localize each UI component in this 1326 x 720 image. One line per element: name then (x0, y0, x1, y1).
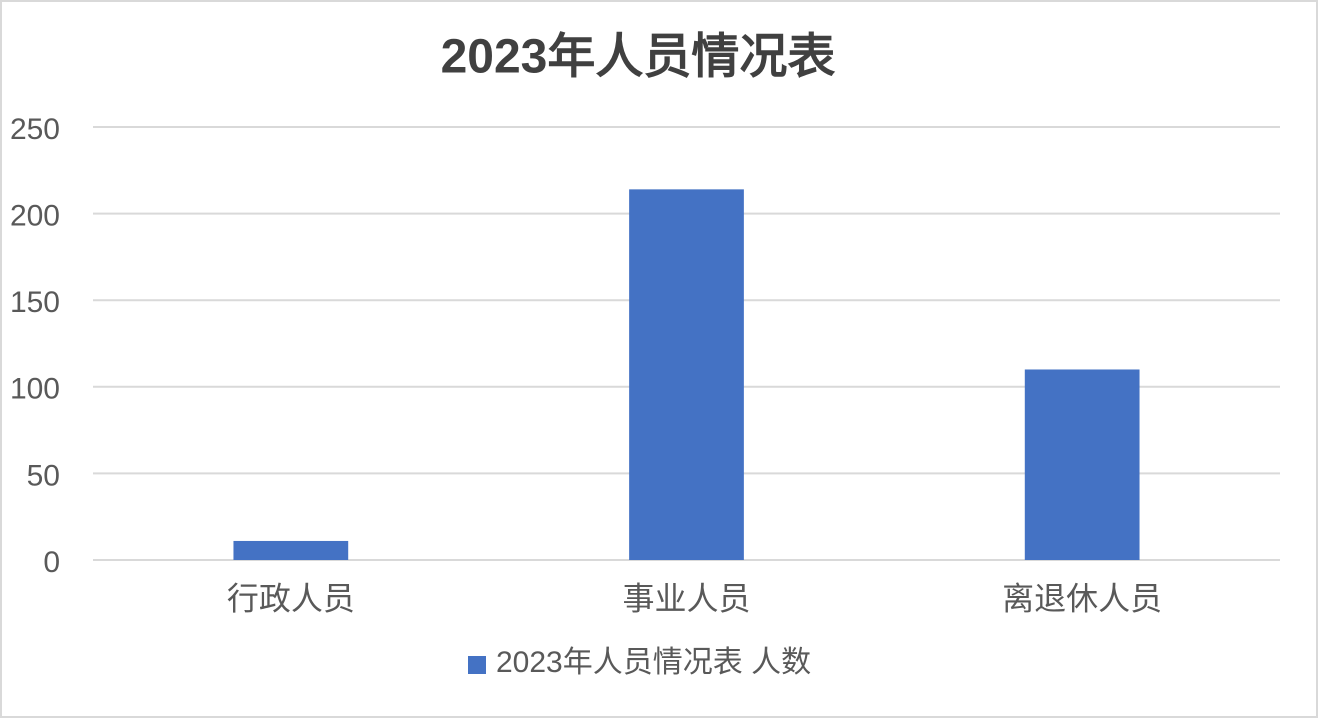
y-tick-label: 0 (43, 546, 60, 579)
bar (1024, 369, 1140, 560)
bar (233, 540, 349, 560)
y-tick-label: 200 (10, 200, 60, 233)
y-tick-label: 150 (10, 286, 60, 319)
x-tick-label: 离退休人员 (1002, 580, 1162, 616)
y-tick-label: 250 (10, 113, 60, 146)
bar (629, 189, 744, 561)
x-tick-label: 行政人员 (227, 580, 355, 616)
y-tick-label: 100 (10, 373, 60, 406)
legend-label: 2023年人员情况表 人数 (496, 646, 811, 679)
x-tick-label: 事业人员 (622, 580, 750, 616)
chart-title: 2023年人员情况表 (441, 31, 836, 84)
legend-swatch (468, 656, 486, 674)
y-tick-label: 50 (27, 459, 60, 492)
